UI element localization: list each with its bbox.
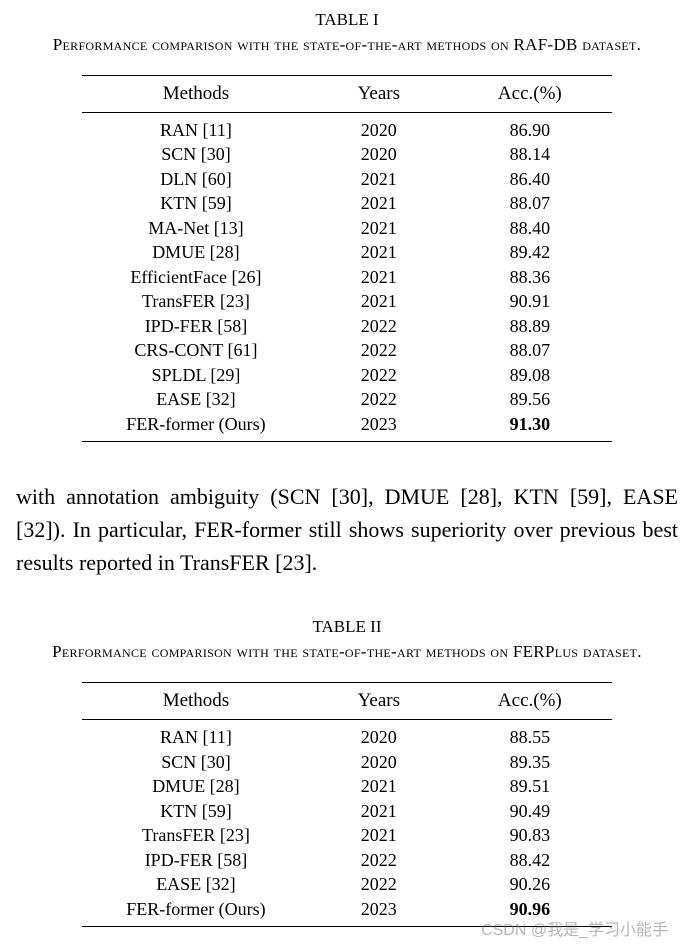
table-row: TransFER [23]202190.83	[82, 823, 612, 848]
table-1-acc-cell: 88.89	[448, 314, 612, 339]
table-1-method-cell: SCN [30]	[82, 142, 310, 167]
table-1-acc-cell: 86.90	[448, 112, 612, 142]
table-2-year-cell: 2023	[310, 897, 448, 927]
table-row: DLN [60]202186.40	[82, 167, 612, 192]
table-1-acc-cell: 88.07	[448, 338, 612, 363]
table-row: SPLDL [29]202289.08	[82, 363, 612, 388]
table-row: IPD-FER [58]202288.42	[82, 848, 612, 873]
table-1-method-cell: CRS-CONT [61]	[82, 338, 310, 363]
table-2-year-cell: 2020	[310, 720, 448, 750]
table-2-method-cell: EASE [32]	[82, 872, 310, 897]
table-1-year-cell: 2021	[310, 167, 448, 192]
table-1-year-cell: 2020	[310, 112, 448, 142]
table-2-grid: Methods Years Acc.(%) RAN [11]202088.55S…	[82, 682, 612, 927]
table-row: MA-Net [13]202188.40	[82, 216, 612, 241]
table-1-year-cell: 2022	[310, 387, 448, 412]
table-row: KTN [59]202190.49	[82, 799, 612, 824]
table-1-col-years: Years	[310, 75, 448, 112]
table-row: EASE [32]202289.56	[82, 387, 612, 412]
table-row: EASE [32]202290.26	[82, 872, 612, 897]
table-2-col-years: Years	[310, 683, 448, 720]
table-1-col-acc: Acc.(%)	[448, 75, 612, 112]
table-2-acc-cell: 90.96	[448, 897, 612, 927]
table-1-acc-cell: 86.40	[448, 167, 612, 192]
table-1-acc-cell: 91.30	[448, 412, 612, 442]
table-1-method-cell: FER-former (Ours)	[82, 412, 310, 442]
table-1-method-cell: TransFER [23]	[82, 289, 310, 314]
table-row: FER-former (Ours)202390.96	[82, 897, 612, 927]
table-1-acc-cell: 90.91	[448, 289, 612, 314]
table-1-acc-cell: 89.42	[448, 240, 612, 265]
table-1-year-cell: 2022	[310, 314, 448, 339]
table-row: TransFER [23]202190.91	[82, 289, 612, 314]
table-2: TABLE II Performance comparison with the…	[16, 617, 678, 927]
table-1-method-cell: DMUE [28]	[82, 240, 310, 265]
table-1-year-cell: 2022	[310, 363, 448, 388]
table-1-col-methods: Methods	[82, 75, 310, 112]
table-1-method-cell: RAN [11]	[82, 112, 310, 142]
table-2-year-cell: 2020	[310, 750, 448, 775]
table-1-year-cell: 2022	[310, 338, 448, 363]
table-2-method-cell: RAN [11]	[82, 720, 310, 750]
table-1-method-cell: SPLDL [29]	[82, 363, 310, 388]
table-2-year-cell: 2022	[310, 848, 448, 873]
table-row: KTN [59]202188.07	[82, 191, 612, 216]
table-row: RAN [11]202088.55	[82, 720, 612, 750]
table-2-col-methods: Methods	[82, 683, 310, 720]
table-2-acc-cell: 90.26	[448, 872, 612, 897]
table-2-number: TABLE II	[16, 617, 678, 637]
table-2-year-cell: 2021	[310, 823, 448, 848]
table-row: IPD-FER [58]202288.89	[82, 314, 612, 339]
table-row: CRS-CONT [61]202288.07	[82, 338, 612, 363]
table-row: DMUE [28]202189.51	[82, 774, 612, 799]
table-row: DMUE [28]202189.42	[82, 240, 612, 265]
table-1-acc-cell: 88.07	[448, 191, 612, 216]
table-row: SCN [30]202088.14	[82, 142, 612, 167]
table-1-method-cell: MA-Net [13]	[82, 216, 310, 241]
table-1-number: TABLE I	[16, 10, 678, 30]
table-1: TABLE I Performance comparison with the …	[16, 10, 678, 442]
table-2-col-acc: Acc.(%)	[448, 683, 612, 720]
table-2-year-cell: 2021	[310, 799, 448, 824]
table-1-year-cell: 2021	[310, 216, 448, 241]
table-1-method-cell: EASE [32]	[82, 387, 310, 412]
table-2-method-cell: SCN [30]	[82, 750, 310, 775]
table-1-acc-cell: 88.36	[448, 265, 612, 290]
table-row: EfficientFace [26]202188.36	[82, 265, 612, 290]
table-2-acc-cell: 88.42	[448, 848, 612, 873]
table-2-acc-cell: 89.51	[448, 774, 612, 799]
table-1-year-cell: 2021	[310, 240, 448, 265]
table-2-caption: Performance comparison with the state-of…	[16, 641, 678, 664]
table-2-method-cell: FER-former (Ours)	[82, 897, 310, 927]
table-2-method-cell: DMUE [28]	[82, 774, 310, 799]
table-2-acc-cell: 89.35	[448, 750, 612, 775]
table-2-acc-cell: 90.49	[448, 799, 612, 824]
table-2-acc-cell: 88.55	[448, 720, 612, 750]
table-1-caption: Performance comparison with the state-of…	[16, 34, 678, 57]
table-2-year-cell: 2022	[310, 872, 448, 897]
table-2-method-cell: KTN [59]	[82, 799, 310, 824]
table-1-method-cell: EfficientFace [26]	[82, 265, 310, 290]
table-1-year-cell: 2021	[310, 191, 448, 216]
table-1-acc-cell: 88.40	[448, 216, 612, 241]
table-1-method-cell: DLN [60]	[82, 167, 310, 192]
table-1-method-cell: IPD-FER [58]	[82, 314, 310, 339]
table-1-year-cell: 2021	[310, 289, 448, 314]
table-1-year-cell: 2023	[310, 412, 448, 442]
table-2-year-cell: 2021	[310, 774, 448, 799]
table-2-method-cell: TransFER [23]	[82, 823, 310, 848]
table-2-acc-cell: 90.83	[448, 823, 612, 848]
table-1-acc-cell: 88.14	[448, 142, 612, 167]
table-row: RAN [11]202086.90	[82, 112, 612, 142]
table-1-method-cell: KTN [59]	[82, 191, 310, 216]
table-1-grid: Methods Years Acc.(%) RAN [11]202086.90S…	[82, 75, 612, 443]
table-1-year-cell: 2020	[310, 142, 448, 167]
table-row: FER-former (Ours)202391.30	[82, 412, 612, 442]
table-1-year-cell: 2021	[310, 265, 448, 290]
body-paragraph: with annotation ambiguity (SCN [30], DMU…	[16, 480, 678, 579]
table-2-method-cell: IPD-FER [58]	[82, 848, 310, 873]
table-1-acc-cell: 89.08	[448, 363, 612, 388]
table-row: SCN [30]202089.35	[82, 750, 612, 775]
table-1-acc-cell: 89.56	[448, 387, 612, 412]
